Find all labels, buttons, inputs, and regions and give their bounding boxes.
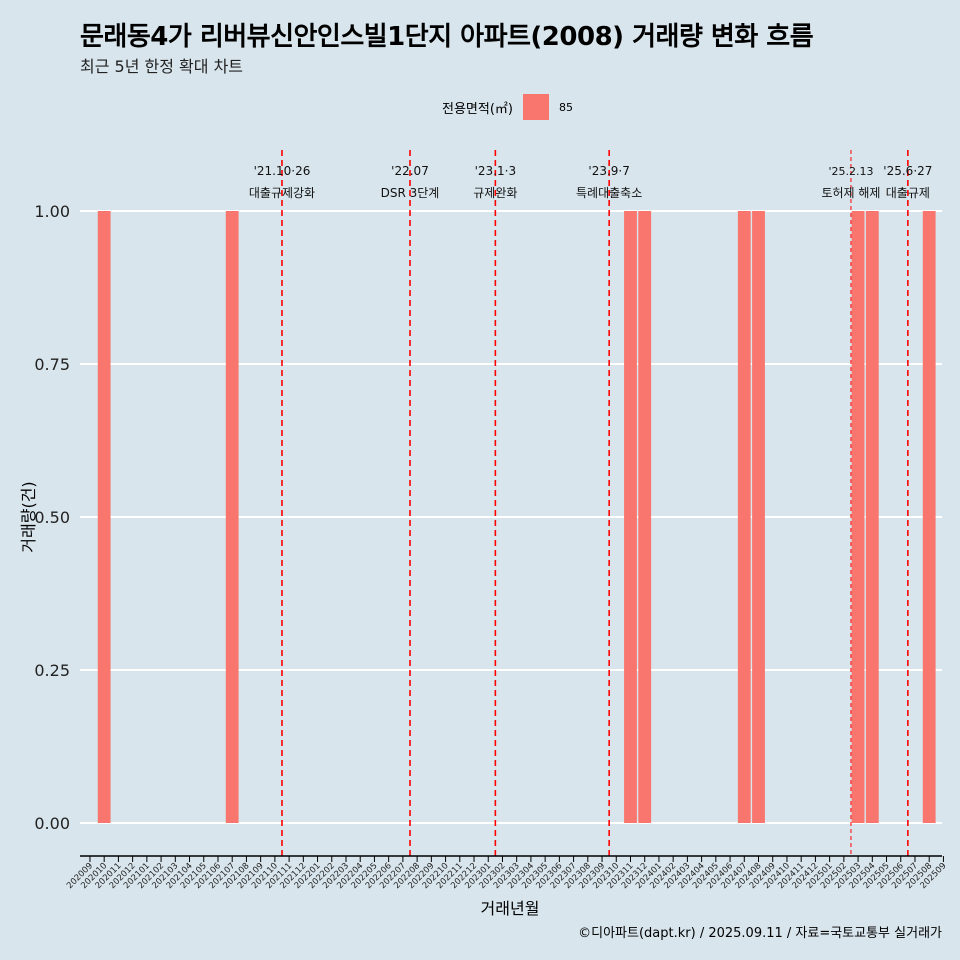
- event-lines: '21.10·26 대출규제강화 '22.07 DSR 3단계 '23.1·3 규제완화 '…: [249, 150, 932, 856]
- bar: [225, 211, 239, 823]
- event-date-label: '22.07: [391, 164, 429, 178]
- bar: [851, 211, 865, 823]
- event-label: 대출규제: [886, 186, 930, 200]
- y-tick-label: 0.00: [34, 814, 70, 833]
- bar: [752, 211, 765, 823]
- y-axis: 0.00 0.25 0.50 0.75 1.00: [34, 202, 70, 833]
- chart-title: 문래동4가 리버뷰신안인스빌1단지 아파트(2008) 거래량 변화 흐름: [80, 22, 814, 52]
- bar: [865, 211, 879, 823]
- event-label: 대출규제강화: [249, 186, 315, 200]
- event-label: 규제완화: [473, 186, 517, 200]
- bar-series: [97, 211, 936, 823]
- event-label: 토허제 해제: [821, 186, 880, 200]
- event-date-label: '25.6·27: [883, 164, 932, 178]
- y-tick-label: 0.50: [34, 508, 70, 527]
- y-axis-title: 거래량(건): [19, 481, 38, 552]
- bar: [737, 211, 751, 823]
- legend: 전용면적(㎡) 85: [442, 93, 573, 121]
- event-date-label: '23.9·7: [588, 164, 629, 178]
- legend-color-key: [522, 94, 549, 120]
- y-tick-label: 1.00: [34, 202, 70, 221]
- legend-title: 전용면적(㎡): [442, 101, 513, 117]
- bar: [624, 211, 637, 823]
- event-label: 특례대출축소: [576, 186, 642, 200]
- x-axis-title: 거래년월: [481, 899, 540, 918]
- bar: [97, 211, 111, 823]
- gridlines: [80, 210, 942, 824]
- event-date-label: '25.2.13: [828, 165, 873, 178]
- legend-item-label: 85: [558, 100, 573, 114]
- y-tick-label: 0.25: [34, 661, 70, 680]
- chart-subtitle: 최근 5년 한정 확대 차트: [80, 57, 244, 76]
- y-tick-label: 0.75: [34, 355, 70, 374]
- bar: [638, 211, 652, 823]
- source-caption: ©디아파트(dapt.kr) / 2025.09.11 / 자료=국토교통부 실…: [578, 926, 942, 941]
- bar: [922, 211, 936, 823]
- event-date-label: '23.1·3: [475, 164, 516, 178]
- x-axis: 2020092020102020112020122021012021022021…: [65, 855, 949, 891]
- event-label: DSR 3단계: [381, 186, 440, 200]
- event-date-label: '21.10·26: [254, 164, 311, 178]
